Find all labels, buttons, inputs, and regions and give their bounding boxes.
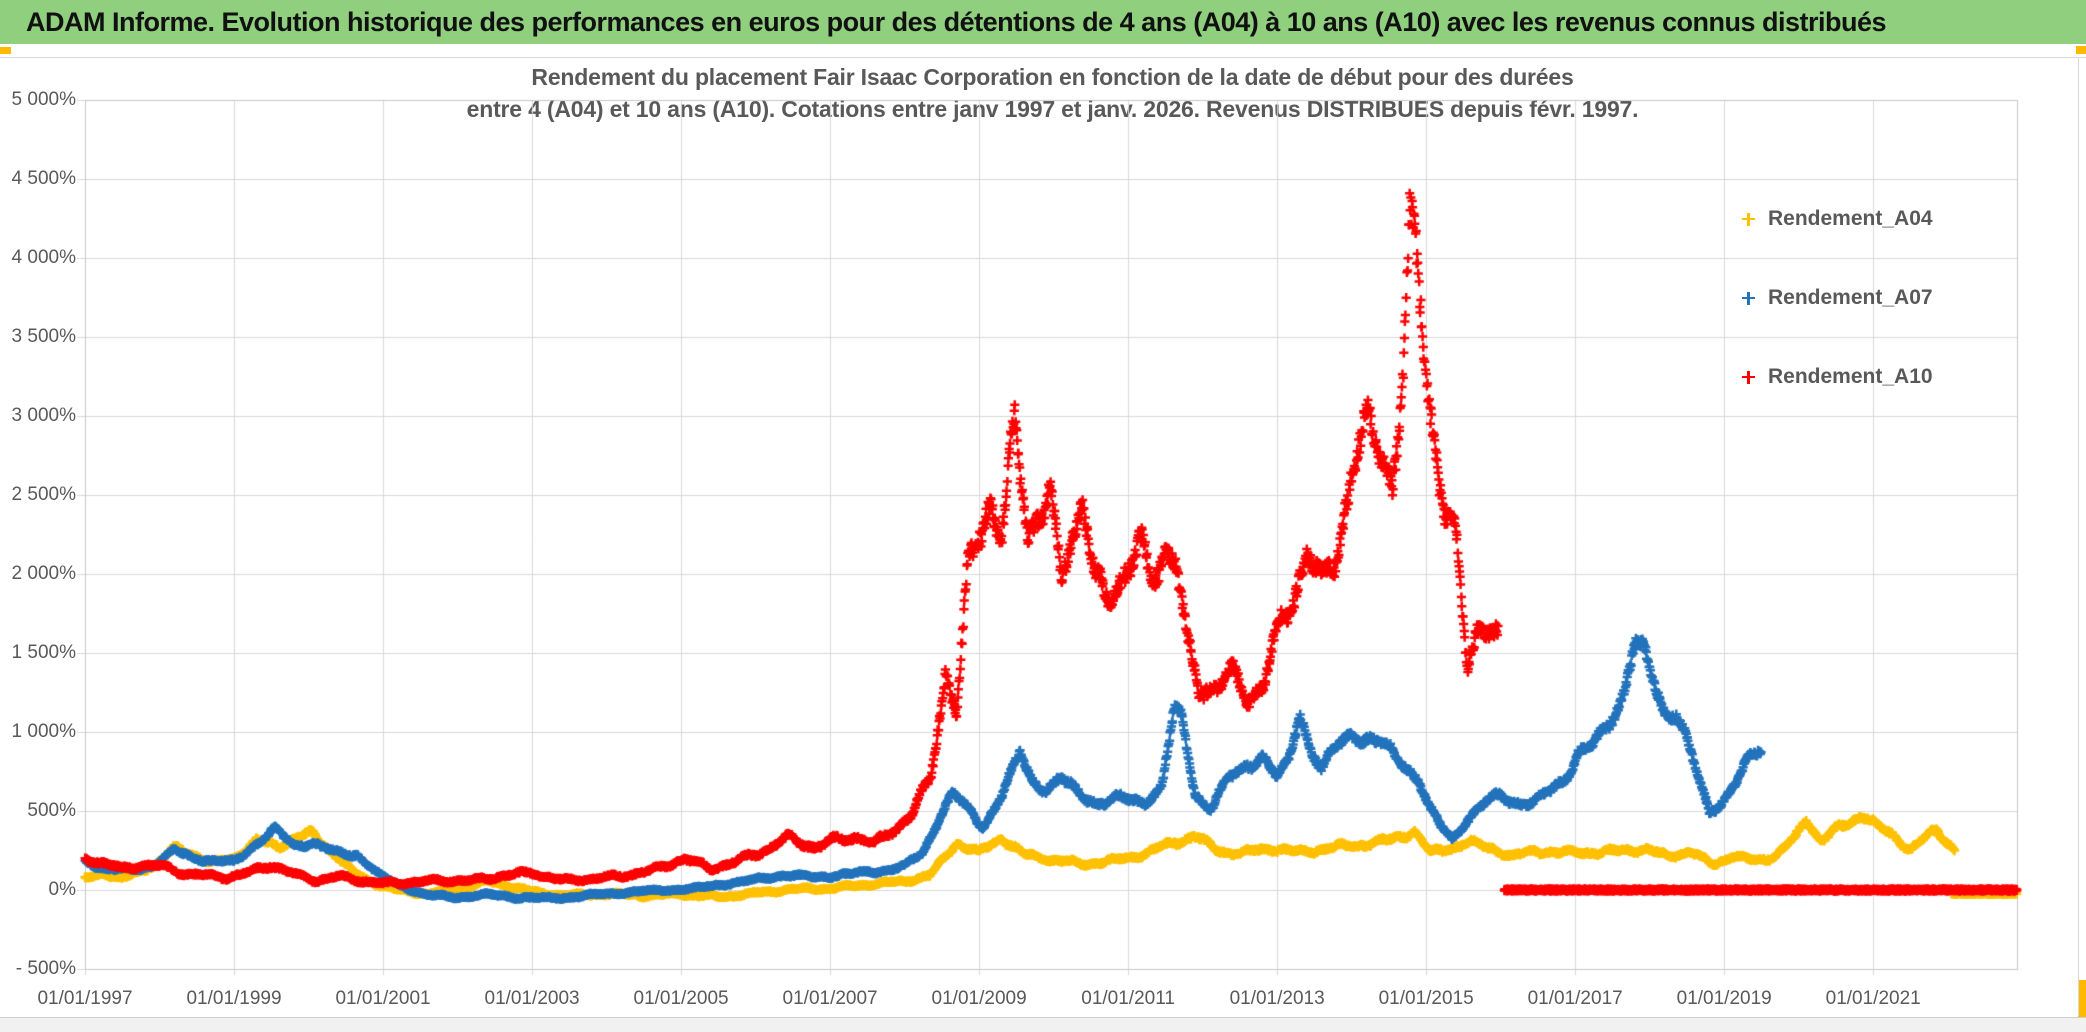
x-tick-label: 01/01/2013	[1229, 988, 1325, 1009]
x-tick-label: 01/01/2009	[931, 988, 1027, 1009]
legend-item-rendement_a07[interactable]: Rendement_A07	[1742, 285, 1933, 311]
x-tick-label: 01/01/2007	[782, 988, 878, 1009]
y-tick-label: 2 500%	[11, 484, 76, 505]
chart-legend: Rendement_A04 Rendement_A07 Rendement_A10	[1742, 206, 1933, 443]
y-tick-label: - 500%	[15, 958, 76, 979]
y-tick-label: 5 000%	[11, 89, 76, 110]
y-tick-label: 4 000%	[11, 247, 76, 268]
y-tick-label: 4 500%	[11, 168, 76, 189]
y-tick-label: 2 000%	[11, 563, 76, 584]
x-tick-label: 01/01/2003	[484, 988, 580, 1009]
y-tick-label: 0%	[48, 879, 76, 900]
bottom-bar	[0, 1017, 2086, 1032]
legend-item-rendement_a04[interactable]: Rendement_A04	[1742, 206, 1933, 232]
y-tick-label: 3 500%	[11, 326, 76, 347]
x-tick-label: 01/01/2001	[335, 988, 431, 1009]
x-tick-label: 01/01/2017	[1527, 988, 1623, 1009]
legend-marker-plus-icon	[1742, 212, 1755, 226]
x-tick-label: 01/01/2005	[633, 988, 729, 1009]
legend-label: Rendement_A04	[1768, 207, 1933, 230]
x-tick-label: 01/01/1997	[37, 988, 133, 1009]
x-tick-label: 01/01/2019	[1676, 988, 1772, 1009]
x-tick-label: 01/01/2011	[1081, 988, 1175, 1009]
legend-label: Rendement_A07	[1768, 286, 1933, 309]
y-tick-label: 1 000%	[11, 721, 76, 742]
y-tick-label: 3 000%	[11, 405, 76, 426]
x-tick-label: 01/01/2015	[1378, 988, 1474, 1009]
legend-item-rendement_a10[interactable]: Rendement_A10	[1742, 364, 1933, 390]
legend-label: Rendement_A10	[1768, 365, 1933, 388]
x-tick-label: 01/01/2021	[1825, 988, 1921, 1009]
y-tick-label: 500%	[27, 800, 76, 821]
legend-marker-plus-icon	[1742, 370, 1755, 384]
x-tick-label: 01/01/1999	[186, 988, 282, 1009]
legend-marker-plus-icon	[1742, 291, 1755, 305]
y-tick-label: 1 500%	[11, 642, 76, 663]
